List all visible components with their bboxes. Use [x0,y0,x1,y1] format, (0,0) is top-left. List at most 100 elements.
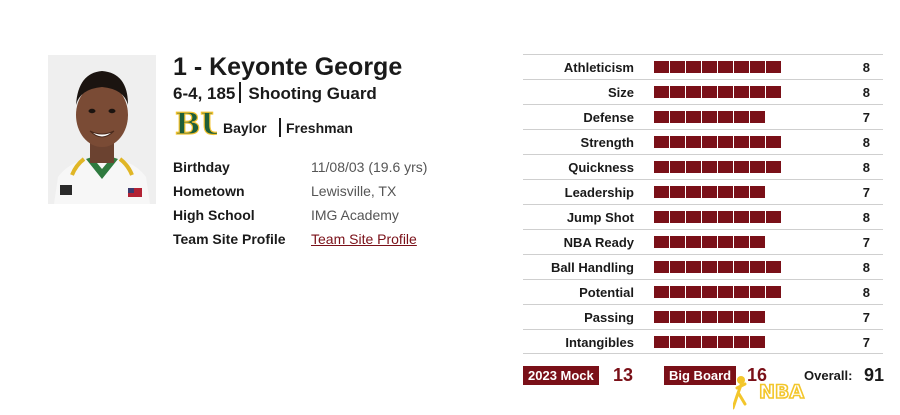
rating-value: 8 [862,135,870,150]
rating-bar-segment [734,336,749,348]
height-weight: 6-4, 185 [173,84,236,103]
rating-label: Size [607,85,634,100]
player-class: Freshman [286,120,353,136]
rating-row: NBA Ready 7 [523,229,883,254]
rating-bar-segment [670,186,685,198]
rating-bar-segment [766,286,781,298]
rating-label: Athleticism [563,60,634,75]
player-subtitle: 6-4, 185 Shooting Guard [173,82,377,104]
rating-label: Defense [583,110,634,125]
info-row-team-site: Team Site Profile Team Site Profile [173,229,493,253]
rating-row: Defense 7 [523,104,883,129]
rating-bar-segment [702,86,717,98]
school-row: BU Baylor Freshman [173,104,433,150]
rating-bar-segment [734,136,749,148]
rating-value: 8 [862,60,870,75]
rating-bar-segment [750,186,765,198]
rating-label: Strength [580,135,634,150]
player-info: Birthday 11/08/03 (19.6 yrs) Hometown Le… [173,157,493,253]
rating-bar-segment [734,286,749,298]
rating-bar-segment [686,111,701,123]
rating-bar-segment [718,61,733,73]
rating-bar-segment [718,211,733,223]
rating-bar-segment [702,136,717,148]
team-site-profile-link[interactable]: Team Site Profile [311,231,417,247]
rating-value: 7 [862,185,870,200]
rating-bar-segment [654,86,669,98]
rating-bar-segment [750,236,765,248]
mock-label: 2023 Mock [523,366,599,385]
rating-row: Potential 8 [523,279,883,304]
rating-row: Strength 8 [523,129,883,154]
rating-row: Leadership 7 [523,179,883,204]
rating-bar-segment [766,211,781,223]
rating-value: 8 [862,210,870,225]
rating-bar-segment [718,336,733,348]
player-photo [48,55,156,204]
mock-value: 13 [613,365,634,385]
rating-bar-segment [750,261,765,273]
info-row-hometown: Hometown Lewisville, TX [173,181,493,205]
info-value: IMG Academy [311,207,399,223]
nba-watermark-icon: NBA [733,376,805,410]
info-value: Lewisville, TX [311,183,397,199]
rating-bar-segment [654,286,669,298]
rating-label: Quickness [568,160,634,175]
rating-bar-segment [718,186,733,198]
rating-bar-segment [718,236,733,248]
rating-bar-segment [702,336,717,348]
rating-bar-segment [718,86,733,98]
rating-bar-segment [750,111,765,123]
rating-bar-segment [766,61,781,73]
info-label: Birthday [173,159,230,175]
divider [239,82,242,103]
info-value: 11/08/03 (19.6 yrs) [311,159,428,175]
rating-bar-segment [686,86,701,98]
rating-bar-segment [734,61,749,73]
rating-bar-segment [670,61,685,73]
rating-bar [654,286,782,298]
svg-text:BU: BU [175,107,217,142]
rating-bar-segment [686,161,701,173]
info-label: Hometown [173,183,245,199]
rating-bar-segment [654,136,669,148]
rating-value: 7 [862,110,870,125]
rating-row: Ball Handling 8 [523,254,883,279]
rating-bar-segment [686,261,701,273]
rating-row: Jump Shot 8 [523,204,883,229]
rating-bar-segment [670,286,685,298]
rating-value: 8 [862,85,870,100]
rating-bar-segment [766,136,781,148]
summary-row: 2023 Mock 13 Big Board 16 Overall: 91 [523,365,884,389]
divider [279,118,281,137]
rating-bar-segment [670,136,685,148]
rating-bar-segment [750,86,765,98]
rating-bar-segment [702,161,717,173]
rating-bar-segment [702,61,717,73]
rating-bar [654,61,782,73]
big-board-label: Big Board [664,366,737,385]
rating-label: Potential [579,285,634,300]
rating-bar-segment [670,211,685,223]
rating-bar-segment [686,336,701,348]
rating-value: 8 [862,260,870,275]
rating-bar-segment [686,136,701,148]
rating-bar-segment [702,186,717,198]
rating-bar-segment [670,311,685,323]
baylor-logo-icon: BU [174,106,217,142]
rating-bar-segment [654,61,669,73]
info-row-birthday: Birthday 11/08/03 (19.6 yrs) [173,157,493,181]
rating-row: Size 8 [523,79,883,104]
rating-bar-segment [718,286,733,298]
rating-bar [654,261,782,273]
rating-bar-segment [750,161,765,173]
rating-bar-segment [686,286,701,298]
rating-bar-segment [718,261,733,273]
rating-bar [654,161,782,173]
rating-bar-segment [750,136,765,148]
rating-bar-segment [734,311,749,323]
rating-bar-segment [750,336,765,348]
rating-bar-segment [734,211,749,223]
rating-bar-segment [734,186,749,198]
rating-bar [654,311,766,323]
